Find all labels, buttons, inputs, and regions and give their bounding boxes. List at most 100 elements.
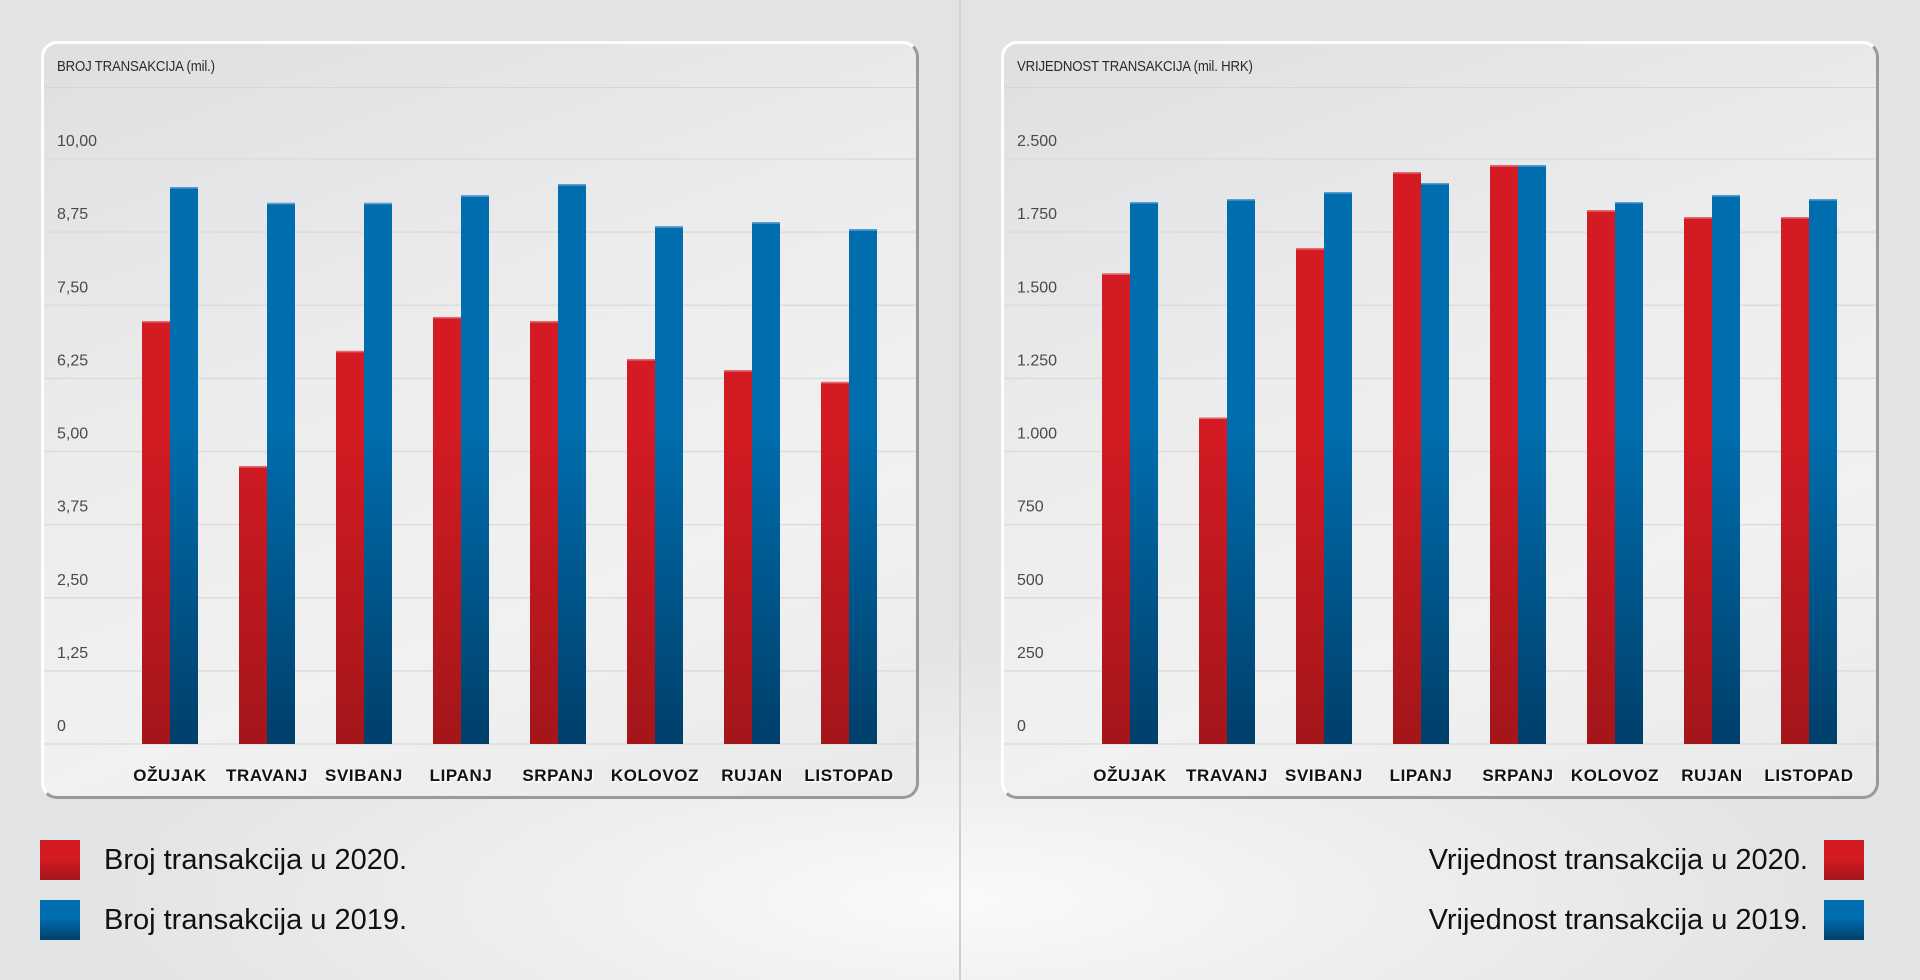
bar-top-edge xyxy=(142,321,170,323)
x-tick-label: LIPANJ xyxy=(430,766,493,785)
bar-2019 xyxy=(1712,194,1740,745)
bar-2019 xyxy=(655,226,683,744)
bar-2020 xyxy=(1781,217,1809,744)
bar-2020 xyxy=(142,321,170,744)
y-tick-label: 1,25 xyxy=(57,645,88,662)
bar-2020 xyxy=(821,381,849,744)
y-tick-label: 0 xyxy=(1017,718,1026,735)
y-tick-label: 0 xyxy=(57,718,66,735)
y-tick-label: 1.000 xyxy=(1017,426,1057,443)
bar-2019 xyxy=(1809,199,1837,744)
x-tick-label: TRAVANJ xyxy=(1186,766,1268,785)
x-tick-label: LISTOPAD xyxy=(1764,766,1853,785)
bar-2019 xyxy=(267,202,295,744)
chart-title: VRIJEDNOST TRANSAKCIJA (mil. HRK) xyxy=(1017,58,1253,75)
center-divider xyxy=(959,0,961,980)
x-tick-label: OŽUJAK xyxy=(1093,766,1167,785)
chart-panel-count: BROJ TRANSAKCIJA (mil.) 0 1,25 2,50 3,75 5,0… xyxy=(41,41,919,799)
bar-2019 xyxy=(1421,182,1449,745)
bar-2020 xyxy=(239,466,267,744)
bar-top-edge xyxy=(1227,199,1255,201)
y-tick-label: 6,25 xyxy=(57,352,88,369)
bar-chart-count: 0 1,25 2,50 3,75 5,00 6,25 7,50 8,75 10,00 OŽUJAK… xyxy=(44,133,916,785)
bar-top-edge xyxy=(433,316,461,319)
bar-top-edge xyxy=(267,202,295,205)
y-tick-label: 1.750 xyxy=(1017,206,1057,223)
x-tick-label: OŽUJAK xyxy=(133,766,207,785)
bar-top-edge xyxy=(1490,165,1518,167)
title-separator xyxy=(1004,87,1876,88)
x-tick-label: SVIBANJ xyxy=(325,766,403,785)
bar-top-edge xyxy=(336,350,364,353)
legend-label: Broj transakcija u 2019. xyxy=(104,903,408,936)
x-tick-label: SVIBANJ xyxy=(1285,766,1363,785)
bar-top-edge xyxy=(752,222,780,224)
x-tick-label: RUJAN xyxy=(1681,766,1743,785)
bar-2019 xyxy=(1227,199,1255,744)
x-tick-label: KOLOVOZ xyxy=(611,766,699,785)
legend-label: Broj transakcija u 2020. xyxy=(104,843,408,876)
title-separator xyxy=(44,87,916,88)
bar-top-edge xyxy=(1587,210,1615,212)
x-tick-label: SRPANJ xyxy=(522,766,593,785)
legend-item-2019: Broj transakcija u 2019. xyxy=(40,900,407,940)
bar-2019 xyxy=(1130,201,1158,744)
x-tick-label: RUJAN xyxy=(721,766,783,785)
y-tick-label: 500 xyxy=(1017,572,1044,589)
legend-label: Vrijednost transakcija u 2019. xyxy=(1428,903,1808,936)
y-tick-label: 250 xyxy=(1017,645,1044,662)
legend-swatch-2020 xyxy=(1824,840,1864,880)
legend-value: Vrijednost transakcija u 2020. Vrijednos… xyxy=(1429,840,1864,960)
bar-top-edge xyxy=(1130,201,1158,204)
legend-count: Broj transakcija u 2020. Broj transakcij… xyxy=(40,840,407,960)
bar-top-edge xyxy=(1684,217,1712,219)
bar-2019 xyxy=(170,187,198,744)
bar-top-edge xyxy=(655,226,683,228)
bar-top-edge xyxy=(821,381,849,384)
legend-item-2019: Vrijednost transakcija u 2019. xyxy=(1429,900,1864,940)
bar-2019 xyxy=(461,195,489,744)
bar-2019 xyxy=(849,229,877,744)
bar-2020 xyxy=(336,350,364,744)
bar-2020 xyxy=(1684,217,1712,744)
bar-top-edge xyxy=(558,184,586,186)
y-tick-label: 1.250 xyxy=(1017,352,1057,369)
bar-top-edge xyxy=(1199,417,1227,420)
legend-swatch-2019 xyxy=(1824,900,1864,940)
bar-top-edge xyxy=(1712,194,1740,197)
bar-2019 xyxy=(1324,192,1352,745)
legend-item-2020: Vrijednost transakcija u 2020. xyxy=(1429,840,1864,880)
bar-2020 xyxy=(1587,210,1615,744)
bar-2020 xyxy=(530,321,558,744)
bar-2020 xyxy=(1296,248,1324,744)
legend-label: Vrijednost transakcija u 2020. xyxy=(1428,843,1808,876)
y-tick-label: 7,50 xyxy=(57,279,88,296)
bar-2020 xyxy=(724,370,752,744)
y-tick-label: 8,75 xyxy=(57,206,88,223)
bar-2019 xyxy=(1518,165,1546,744)
bar-top-edge xyxy=(1324,192,1352,194)
bar-top-edge xyxy=(1781,217,1809,219)
bar-top-edge xyxy=(1421,182,1449,185)
bar-2020 xyxy=(1199,417,1227,744)
chart-title: BROJ TRANSAKCIJA (mil.) xyxy=(57,58,215,75)
bar-top-edge xyxy=(1102,273,1130,275)
bar-2020 xyxy=(627,359,655,744)
bar-top-edge xyxy=(1393,172,1421,174)
y-tick-label: 10,00 xyxy=(57,133,97,150)
x-tick-label: LISTOPAD xyxy=(804,766,893,785)
bar-2020 xyxy=(1102,273,1130,744)
bar-2019 xyxy=(752,222,780,744)
chart-panel-value: VRIJEDNOST TRANSAKCIJA (mil. HRK) 0 250 50… xyxy=(1001,41,1879,799)
y-tick-label: 2.500 xyxy=(1017,133,1057,150)
bar-2019 xyxy=(364,202,392,744)
bar-top-edge xyxy=(239,466,267,468)
bar-top-edge xyxy=(1518,165,1546,167)
y-tick-label: 2,50 xyxy=(57,572,88,589)
bar-top-edge xyxy=(1296,248,1324,250)
x-tick-label: TRAVANJ xyxy=(226,766,308,785)
legend-swatch-2020 xyxy=(40,840,80,880)
legend-item-2020: Broj transakcija u 2020. xyxy=(40,840,407,880)
bar-top-edge xyxy=(724,370,752,372)
bar-top-edge xyxy=(1809,199,1837,201)
